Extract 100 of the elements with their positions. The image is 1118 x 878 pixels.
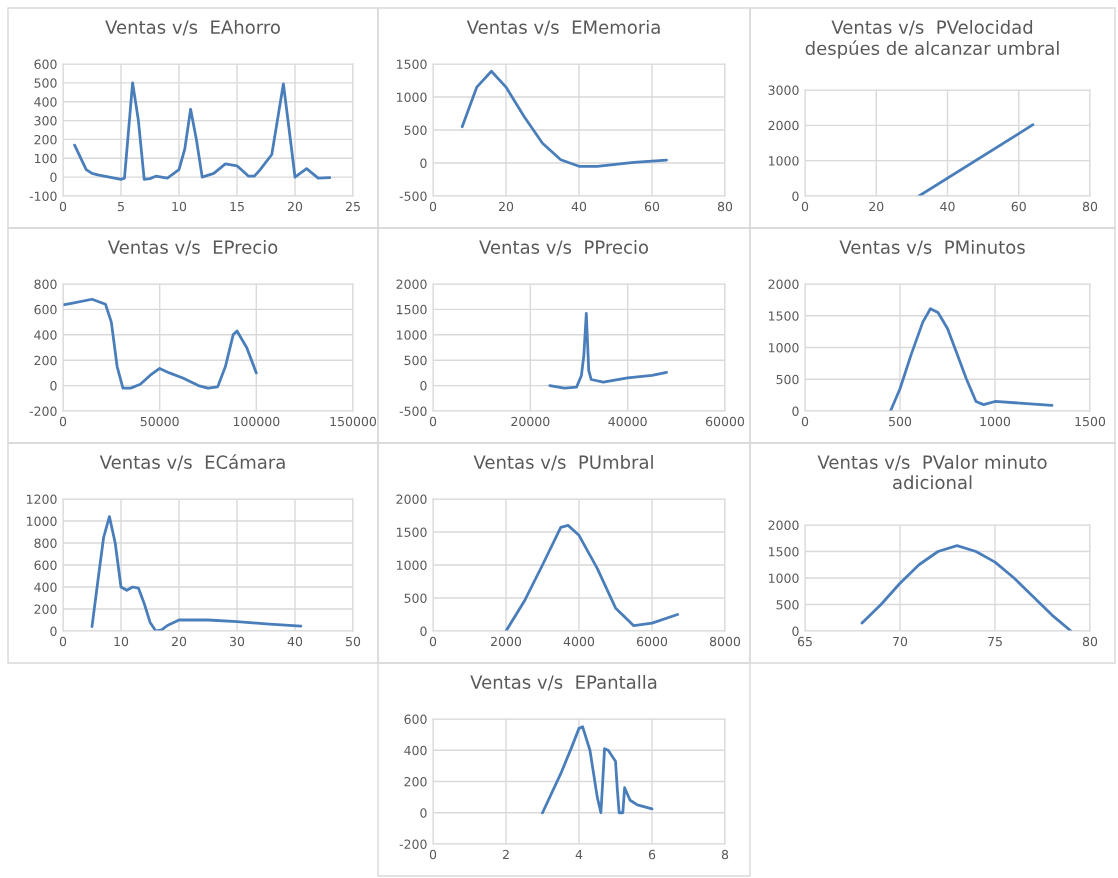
x-tick-label: 50000 [140,416,179,427]
y-tick-label: 2000 [768,120,799,131]
y-tick-label: 2000 [396,494,427,504]
y-tick-label: 400 [404,745,427,756]
y-tick-label: 400 [34,582,57,592]
line-series [889,307,1054,411]
y-tick-label: 200 [34,604,57,614]
y-tick-label: 600 [34,59,57,69]
x-tick-label: 65 [797,636,812,647]
x-tick-label: 20 [498,201,514,212]
x-tick-label: 2 [502,849,509,860]
x-tick-label: 40 [940,201,955,212]
y-tick-label: 3000 [768,85,799,95]
x-tick-label: 1500 [1075,416,1106,427]
y-tick-label: 400 [34,330,57,340]
y-tick-label: 300 [34,116,57,126]
x-tick-label: 60 [644,201,660,212]
x-tick-label: 6000 [636,636,668,647]
x-tick-label: 0 [59,636,67,647]
y-tick-label: 1500 [769,546,799,557]
y-tick-label: 800 [34,279,57,289]
y-tick-label: 500 [404,355,427,366]
x-tick-label: 0 [429,849,437,860]
y-tick-label: 1500 [769,311,799,321]
y-tick-label: 0 [792,191,799,201]
chart-title: Ventas v/s PUmbral [473,455,653,471]
x-tick-label: 60 [1011,201,1026,212]
y-tick-label: 600 [404,714,427,724]
y-tick-label: 0 [420,626,427,636]
line-series [90,515,303,631]
x-tick-label: 50 [346,636,361,647]
x-tick-label: 70 [893,636,908,647]
x-tick-label: 15 [230,201,244,212]
y-tick-label: 600 [34,560,57,570]
line-series [541,725,654,815]
y-tick-label: 1000 [769,573,799,583]
x-tick-label: 0 [59,201,67,212]
y-tick-label: 0 [50,626,57,636]
y-tick-label: 1000 [769,156,799,166]
y-tick-label: 0 [792,406,799,416]
y-tick-label: 0 [50,381,57,391]
x-tick-label: 20 [869,201,884,212]
y-tick-label: 500 [776,599,799,610]
chart-title: Ventas v/s PMinutos [839,240,1025,256]
x-tick-label: 2000 [491,636,522,647]
y-tick-label: 0 [420,381,427,391]
y-tick-label: 0 [50,172,57,183]
y-tick-label: 200 [34,355,57,366]
x-tick-label: 8 [721,849,729,860]
x-tick-label: 30 [230,636,245,647]
y-tick-label: 500 [776,374,799,385]
x-tick-label: 100000 [233,416,280,427]
chart-title: Ventas v/s EMemoria [466,20,660,36]
y-tick-label: 0 [420,808,427,818]
x-tick-label: 0 [429,416,437,427]
y-tick-label: -100 [29,191,57,201]
x-tick-label: 75 [988,636,1002,647]
y-tick-label: 1500 [397,59,427,69]
y-tick-label: 500 [404,125,427,135]
y-tick-label: 1000 [769,342,799,353]
x-tick-label: 1000 [980,416,1011,427]
y-tick-label: 0 [792,626,799,636]
x-tick-label: 10 [172,201,187,212]
y-tick-label: 200 [404,776,427,787]
x-tick-label: 0 [429,636,437,647]
y-tick-label: 100 [34,153,57,164]
x-tick-label: 4000 [563,636,595,647]
x-tick-label: 40 [571,201,587,212]
x-tick-label: 6 [648,849,656,860]
y-tick-label: 0 [420,158,427,168]
y-tick-label: -500 [399,191,427,201]
chart-title: Ventas v/s ECámara [99,454,285,471]
x-tick-label: 40 [287,636,303,647]
y-tick-label: 2000 [768,520,799,530]
x-tick-label: 10 [114,636,129,647]
x-tick-label: 0 [801,201,809,212]
y-tick-label: -200 [399,839,427,849]
y-tick-label: 500 [404,593,427,603]
chart-title: Ventas v/s EAhorro [105,20,280,36]
y-tick-label: -500 [399,406,427,416]
x-tick-label: 0 [801,416,809,427]
y-tick-label: 1200 [27,494,57,504]
x-tick-label: 80 [1082,201,1098,212]
x-tick-label: 40000 [608,416,647,427]
y-tick-label: 1000 [27,516,57,526]
x-tick-label: 500 [889,416,912,427]
x-tick-label: 4 [575,849,583,860]
y-tick-label: 500 [34,78,57,88]
x-tick-label: 20000 [511,416,550,427]
x-tick-label: 60000 [705,416,745,427]
y-tick-label: 200 [34,134,57,145]
x-tick-label: 8000 [709,636,741,647]
chart-title: Ventas v/s PVelocidad despúes de alcanzar umbral [805,20,1059,59]
y-tick-label: 1000 [397,92,427,102]
y-tick-label: 2000 [768,279,799,289]
line-series [63,297,258,390]
x-tick-label: 20 [287,201,303,212]
y-tick-label: 600 [34,304,57,315]
x-tick-label: 0 [59,416,67,427]
y-tick-label: 1000 [397,330,427,340]
